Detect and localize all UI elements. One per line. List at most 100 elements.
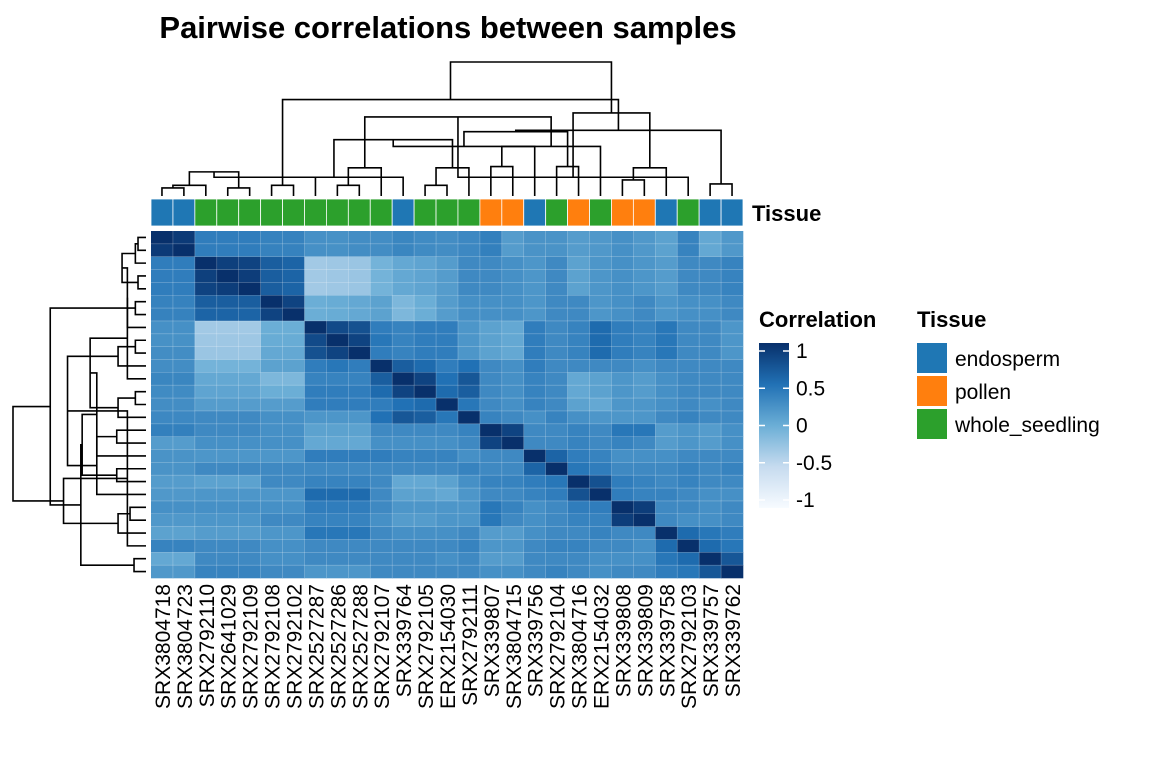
heatmap-cell [282, 410, 305, 425]
heatmap-cell [370, 526, 393, 540]
heatmap-cell [194, 539, 218, 553]
heatmap-cell [348, 539, 371, 553]
heatmap-cell [282, 333, 305, 347]
heatmap-cell [216, 552, 240, 566]
tissue-annotation-cell [457, 198, 481, 227]
heatmap-cell [238, 526, 261, 540]
heatmap-cell [414, 346, 437, 360]
heatmap-cell [151, 269, 174, 283]
heatmap-cell [545, 231, 568, 245]
heatmap-cell [238, 333, 261, 347]
dendrogram-branch [514, 129, 722, 184]
heatmap-cell [589, 423, 612, 437]
column-label: SRX2792107 [371, 584, 394, 709]
heatmap-cell [655, 526, 678, 540]
heatmap-cell [611, 488, 634, 502]
heatmap-cell [633, 385, 656, 399]
heatmap-cell [589, 256, 612, 270]
heatmap-cell [216, 269, 240, 283]
heatmap-cell [589, 308, 612, 322]
heatmap-cell [414, 231, 437, 245]
heatmap-cell [655, 385, 678, 399]
dendrogram-branch [264, 176, 404, 196]
heatmap-cell [501, 475, 525, 489]
heatmap-cell [370, 320, 393, 335]
heatmap-cell [501, 423, 525, 437]
heatmap-cell [633, 231, 656, 245]
heatmap-cell [392, 410, 415, 425]
heatmap-cell [370, 359, 393, 373]
heatmap-cell [260, 269, 283, 283]
heatmap-cell [304, 552, 327, 566]
heatmap-cell [545, 295, 568, 309]
heatmap-cell [260, 243, 283, 258]
heatmap-cell [370, 295, 393, 309]
heatmap-cell [589, 372, 612, 386]
heatmap-cell [436, 410, 459, 425]
heatmap-cell [611, 475, 634, 489]
heatmap-cell [216, 256, 240, 270]
heatmap-cell [501, 372, 525, 386]
heatmap-cell [238, 320, 261, 335]
heatmap-cell [721, 282, 744, 296]
heatmap-cell [304, 359, 327, 373]
heatmap-cell [677, 552, 700, 566]
heatmap-cell [194, 256, 218, 270]
heatmap-cell [589, 513, 612, 527]
heatmap-cell [282, 243, 305, 258]
heatmap-cell [260, 410, 283, 425]
heatmap-cell [326, 346, 349, 360]
heatmap-cell [633, 488, 656, 502]
heatmap-cell [392, 539, 415, 553]
heatmap-cell [721, 333, 744, 347]
heatmap-cell [633, 359, 656, 373]
heatmap-cell [545, 410, 568, 425]
heatmap-cell [457, 243, 481, 258]
heatmap-cell [370, 462, 393, 476]
heatmap-cell [523, 308, 546, 322]
heatmap-cell [721, 243, 744, 258]
heatmap-cell [721, 320, 744, 335]
heatmap-cell [501, 539, 525, 553]
heatmap-cell [260, 513, 283, 527]
column-label: SRX339808 [612, 584, 635, 697]
heatmap-cell [699, 372, 722, 386]
heatmap-cell [194, 243, 218, 258]
heatmap-cell [611, 372, 634, 386]
heatmap-cell [699, 359, 722, 373]
heatmap-cell [523, 333, 546, 347]
heatmap-cell [523, 513, 546, 527]
heatmap-cell [216, 295, 240, 309]
heatmap-cell [633, 552, 656, 566]
heatmap-cell [523, 526, 546, 540]
column-label: SRX339762 [722, 584, 745, 697]
heatmap-cell [392, 449, 415, 463]
heatmap-cell [392, 320, 415, 335]
heatmap-cell [304, 256, 327, 270]
heatmap-cell [677, 359, 700, 373]
heatmap-cell [414, 282, 437, 296]
heatmap-cell [151, 231, 174, 245]
heatmap-cell [501, 565, 525, 579]
heatmap-cell [348, 462, 371, 476]
column-label: SRX2527287 [305, 584, 328, 709]
heatmap-cell [436, 488, 459, 502]
heatmap-cell [479, 308, 503, 322]
heatmap-cell [304, 308, 327, 322]
heatmap-cell [567, 372, 590, 386]
heatmap-cell [457, 282, 481, 296]
heatmap-cell [436, 526, 459, 540]
heatmap-cell [172, 243, 196, 258]
dendrogram-branch [117, 345, 146, 367]
tissue-legend-entries: endosperm pollen whole_seedling [917, 343, 1100, 439]
heatmap-cell [699, 513, 722, 527]
heatmap-cell [567, 539, 590, 553]
heatmap-cell [567, 552, 590, 566]
correlation-legend-ticks: 1 0.5 0 -0.5 -1 [759, 340, 832, 512]
heatmap-cell [479, 410, 503, 425]
heatmap-cell [260, 423, 283, 437]
heatmap-cell [523, 462, 546, 476]
heatmap-cell [172, 308, 196, 322]
heatmap-cell [414, 256, 437, 270]
heatmap-cell [721, 449, 744, 463]
